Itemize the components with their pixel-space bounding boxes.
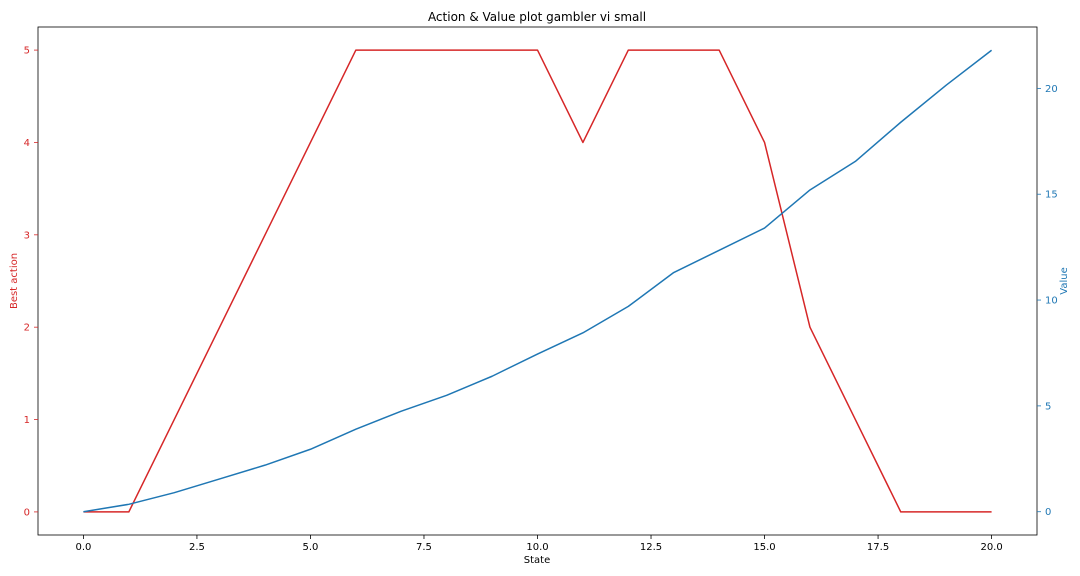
value-series-line: [83, 49, 993, 513]
x-tick-label: 15.0: [753, 542, 775, 553]
y-left-tick-label: 0: [24, 507, 30, 518]
x-tick-label: 17.5: [867, 542, 889, 553]
y-axis-right-label: Value: [1059, 267, 1070, 294]
x-axis-label: State: [524, 555, 550, 566]
y-left-tick-label: 2: [24, 323, 30, 334]
x-tick-label: 5.0: [303, 542, 319, 553]
x-tick-label: 2.5: [189, 542, 205, 553]
y-left-tick-label: 5: [24, 46, 30, 57]
y-right-tick-label: 10: [1045, 296, 1058, 307]
series-layer: [83, 49, 993, 513]
y-left-tick-label: 3: [24, 230, 30, 241]
x-tick-label: 10.0: [526, 542, 548, 553]
plot-frame: [37, 26, 1038, 536]
y-right-tick-label: 20: [1045, 84, 1058, 95]
x-axis: 0.0 2.5 5.0 7.5 10.0 12.5 15.0 17.5 20.0: [75, 535, 1003, 553]
y-axis-left-label: Best action: [9, 253, 20, 309]
x-tick-label: 0.0: [75, 542, 91, 553]
y-right-tick-label: 0: [1045, 507, 1051, 518]
x-tick-label: 7.5: [416, 542, 432, 553]
y-axis-right: 0 5 10 15 20: [1037, 84, 1058, 518]
y-right-tick-label: 5: [1045, 401, 1051, 412]
best-action-series-line: [83, 49, 992, 513]
y-left-tick-label: 1: [24, 415, 30, 426]
y-right-tick-label: 15: [1045, 190, 1058, 201]
chart-title: Action & Value plot gambler vi small: [428, 10, 646, 24]
y-axis-left: 0 1 2 3 4 5: [24, 46, 38, 518]
x-tick-label: 20.0: [980, 542, 1002, 553]
y-left-tick-label: 4: [24, 138, 30, 149]
x-tick-label: 12.5: [640, 542, 662, 553]
